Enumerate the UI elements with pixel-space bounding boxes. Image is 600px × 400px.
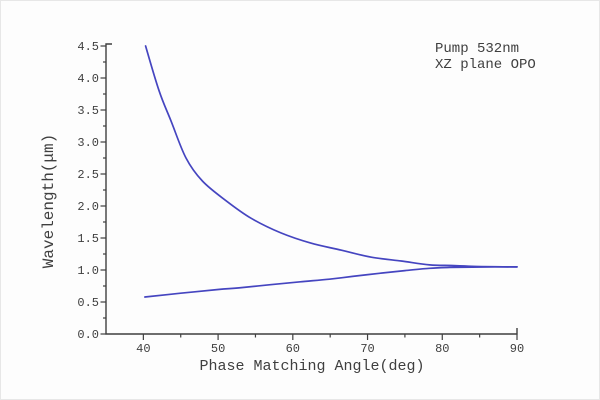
- tick-labels: 40 50 60 70 80 90 0.0 0.5 1.0 1.5 2.0 2.5 3.0 3.5 4.0 4…: [77, 40, 524, 356]
- axis-ticks: [100, 45, 518, 340]
- x-tick-label: 50: [211, 342, 225, 356]
- x-tick-label: 40: [136, 342, 150, 356]
- y-tick-label: 1.5: [77, 232, 99, 246]
- y-tick-label: 0.0: [77, 328, 99, 342]
- y-tick-label: 2.0: [77, 200, 99, 214]
- x-axis-label: Phase Matching Angle(deg): [199, 358, 424, 375]
- y-axis-label: Wavelength(μm): [40, 134, 58, 268]
- curves: [144, 45, 518, 298]
- idler-branch-curve: [144, 45, 518, 268]
- x-tick-label: 90: [510, 342, 524, 356]
- annotation-pump-wavelength: Pump 532nm: [435, 41, 519, 57]
- y-tick-label: 3.0: [77, 136, 99, 150]
- y-tick-label: 3.5: [77, 104, 99, 118]
- annotation-crystal-plane: XZ plane OPO: [435, 57, 536, 73]
- y-tick-label: 1.0: [77, 264, 99, 278]
- y-tick-label: 4.5: [77, 40, 99, 54]
- y-tick-label: 0.5: [77, 296, 99, 310]
- signal-branch-curve: [144, 266, 518, 298]
- y-tick-label: 4.0: [77, 72, 99, 86]
- axis-spines: [105, 43, 518, 335]
- x-tick-label: 70: [360, 342, 374, 356]
- x-tick-label: 60: [286, 342, 300, 356]
- x-tick-label: 80: [435, 342, 449, 356]
- axes: [105, 43, 518, 335]
- y-tick-label: 2.5: [77, 168, 99, 182]
